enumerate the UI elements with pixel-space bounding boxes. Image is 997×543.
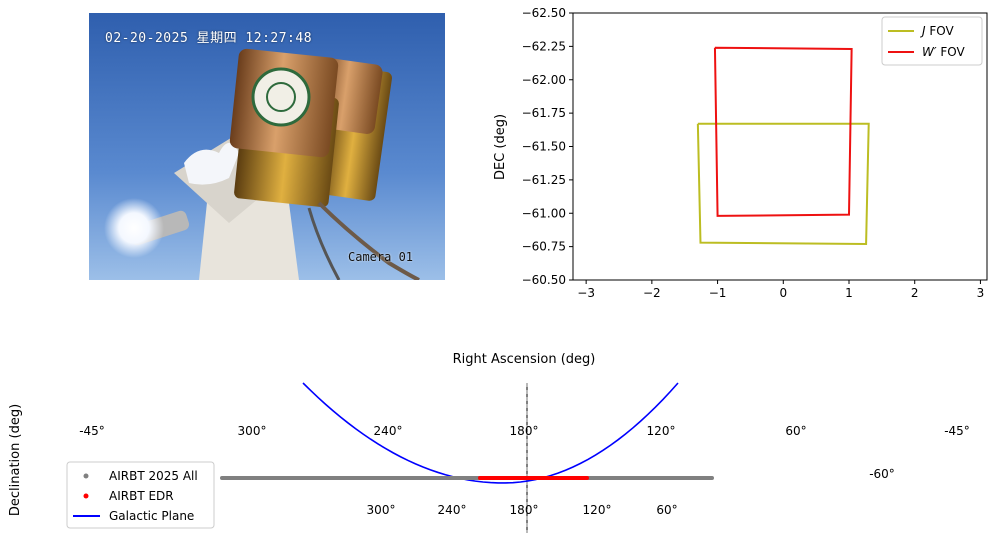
fov-y-tick-label: −62.50 [522,6,566,20]
fov-y-tick-label: −61.75 [522,106,566,120]
fov-x-tick-label: −2 [643,286,661,300]
fov-y-tick-label: −60.50 [522,273,566,287]
fov-y-tick-label: −62.00 [522,73,566,87]
fov-x-tick-label: −1 [709,286,727,300]
sky-y-axis-label: Declination (deg) [8,404,23,516]
fov-legend: J FOV W′ FOV [881,16,983,66]
ra-tick-label: 300° [238,424,267,438]
ra-tick-label: 300° [367,503,396,517]
sky-legend-label: AIRBT EDR [109,489,174,503]
fov-legend-label: W′ FOV [922,45,966,59]
ra-tick-label: 240° [438,503,467,517]
ra-tick-label: 60° [656,503,677,517]
ra-tick-label: 180° [510,503,539,517]
fov-chart: −3 −2 −1 0 1 2 3 −62.50 −62.25 −62.00 −61.75 −61.50… [493,6,988,300]
telescope-photo: 02-20-2025 星期四 12:27:48 Camera 01 [89,13,445,280]
fov-x-tick-label: 0 [779,286,787,300]
fov-y-tick-label: −61.25 [522,173,566,187]
photo-timestamp: 02-20-2025 星期四 12:27:48 [105,31,313,46]
sky-legend-label: AIRBT 2025 All [109,469,198,483]
dec-tick-label: -45° [944,424,970,438]
fov-y-tick-label: −62.25 [522,39,566,53]
fov-series-line [696,122,870,245]
photo-camera-label: Camera 01 [348,250,414,264]
fov-y-tick-label: −60.75 [522,240,566,254]
sky-legend-label: Galactic Plane [109,509,194,523]
sky-legend-swatch [83,473,89,479]
dec-tick-label: -60° [869,467,895,481]
fov-y-tick-label: −61.50 [522,140,566,154]
sky-legend: AIRBT 2025 All AIRBT EDR Galactic Plane [66,461,215,529]
fov-x-tick-label: 3 [977,286,985,300]
fov-x-tick-label: −3 [577,286,595,300]
fov-series [696,46,870,245]
fov-axes: −3 −2 −1 0 1 2 3 −62.50 −62.25 −62.00 −61.75 −61.50… [522,6,988,300]
ra-tick-label: 120° [583,503,612,517]
ra-tick-label: 180° [510,424,539,438]
fov-x-tick-label: 1 [845,286,853,300]
fov-series-line [713,46,853,217]
ra-tick-label: 120° [647,424,676,438]
fov-y-tick-label: −61.00 [522,206,566,220]
galactic-plane-line [302,382,679,484]
telescope-photo-illustration [89,13,445,280]
sky-legend-swatch [83,493,89,499]
sky-legend-box [66,461,215,529]
ra-tick-label: 60° [785,424,806,438]
fov-legend-label: J FOV [920,24,954,38]
ra-tick-label: 240° [374,424,403,438]
sky-x-axis-label: Right Ascension (deg) [453,352,596,367]
fov-y-axis-label: DEC (deg) [493,114,508,180]
fov-x-tick-label: 2 [911,286,919,300]
sky-map-chart: Right Ascension (deg) Declination (deg) … [8,352,970,533]
sky-map-plot: 300° 240° 180° 120° 60° 300° 240° 180° 120° 60° -4… [79,382,970,533]
dec-tick-label: -45° [79,424,105,438]
